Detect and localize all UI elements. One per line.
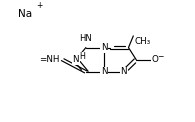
Text: CH₃: CH₃ <box>134 36 151 46</box>
Text: H: H <box>79 52 85 61</box>
Text: N: N <box>101 43 107 52</box>
Text: +: + <box>36 1 43 10</box>
Text: Na: Na <box>18 9 32 19</box>
Text: N: N <box>73 55 79 64</box>
Text: N: N <box>120 67 127 76</box>
Text: =NH: =NH <box>39 55 60 64</box>
Text: O: O <box>151 55 158 64</box>
Text: HN: HN <box>80 34 92 43</box>
Text: N: N <box>101 67 107 76</box>
Text: −: − <box>157 52 163 61</box>
